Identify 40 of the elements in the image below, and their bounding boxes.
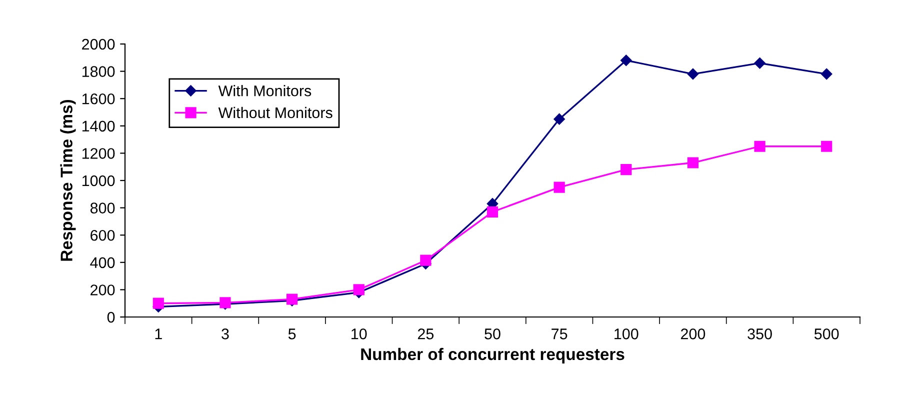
y-tick-label: 1600 (82, 93, 115, 104)
y-tick-label: 200 (90, 284, 115, 296)
x-tick-label: 200 (680, 328, 706, 340)
y-tick-label: 800 (90, 202, 115, 214)
x-tick-label: 5 (288, 328, 296, 340)
point (620, 164, 632, 176)
x-tick-label: 50 (484, 328, 500, 340)
point (821, 140, 832, 152)
point (152, 298, 164, 309)
x-tick-label: 350 (748, 328, 772, 340)
y-tick-label: 400 (90, 257, 115, 268)
y-tick-label: 1400 (82, 120, 115, 132)
y-tick-label: 2000 (82, 38, 115, 50)
point (687, 68, 699, 80)
point (554, 113, 565, 125)
y-tick-label: 600 (90, 230, 115, 241)
x-tick-label: 3 (222, 328, 229, 340)
point (486, 206, 498, 218)
y-tick-label: 1000 (82, 175, 115, 186)
point (820, 68, 832, 80)
x-tick-label: 500 (814, 328, 839, 340)
point (420, 254, 432, 266)
x-tick-label: 10 (352, 328, 367, 340)
y-tick-label: 1200 (82, 148, 115, 159)
legend-label: With Monitors (218, 85, 312, 96)
point (754, 58, 766, 69)
point (754, 140, 766, 152)
point (687, 157, 699, 168)
y-axis-title: Response Time (ms) (60, 100, 76, 261)
x-axis-title: Number of concurrent requesters (361, 348, 624, 364)
point (353, 284, 364, 296)
x-tick-label: 75 (552, 328, 568, 340)
point (554, 182, 565, 193)
point (620, 54, 632, 66)
legend-label: Without Monitors (218, 106, 332, 118)
x-tick-label: 1 (155, 328, 162, 340)
y-tick-label: 1800 (82, 66, 115, 77)
x-tick-label: 25 (418, 328, 434, 340)
x-tick-label: 100 (614, 328, 638, 340)
y-tick-label: 0 (107, 312, 115, 323)
